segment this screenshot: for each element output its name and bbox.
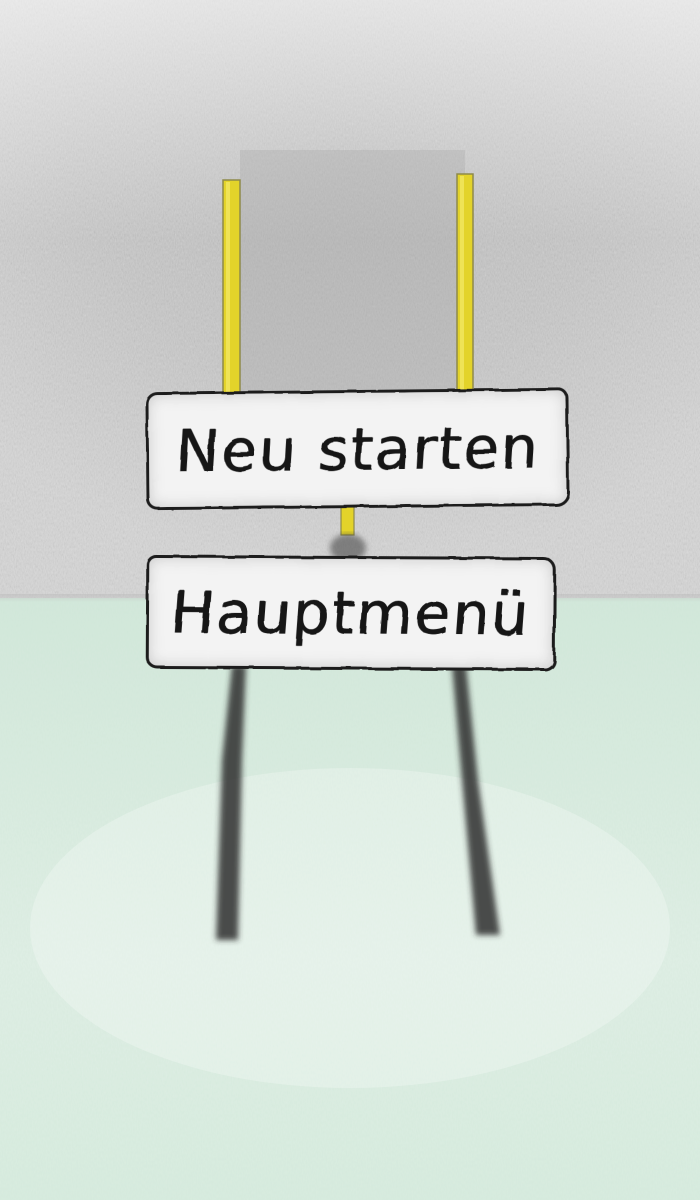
center-post — [330, 504, 366, 562]
field-ground — [0, 598, 700, 1200]
restart-button-label: Neu starten — [173, 413, 542, 485]
main-menu-button[interactable]: Hauptmenü — [145, 554, 557, 672]
restart-button[interactable]: Neu starten — [145, 387, 570, 511]
right-upright — [456, 173, 474, 395]
main-menu-button-label: Hauptmenü — [168, 578, 534, 648]
goalpost-shadows — [216, 665, 500, 940]
sky-background — [0, 0, 700, 600]
left-upright — [222, 179, 241, 406]
